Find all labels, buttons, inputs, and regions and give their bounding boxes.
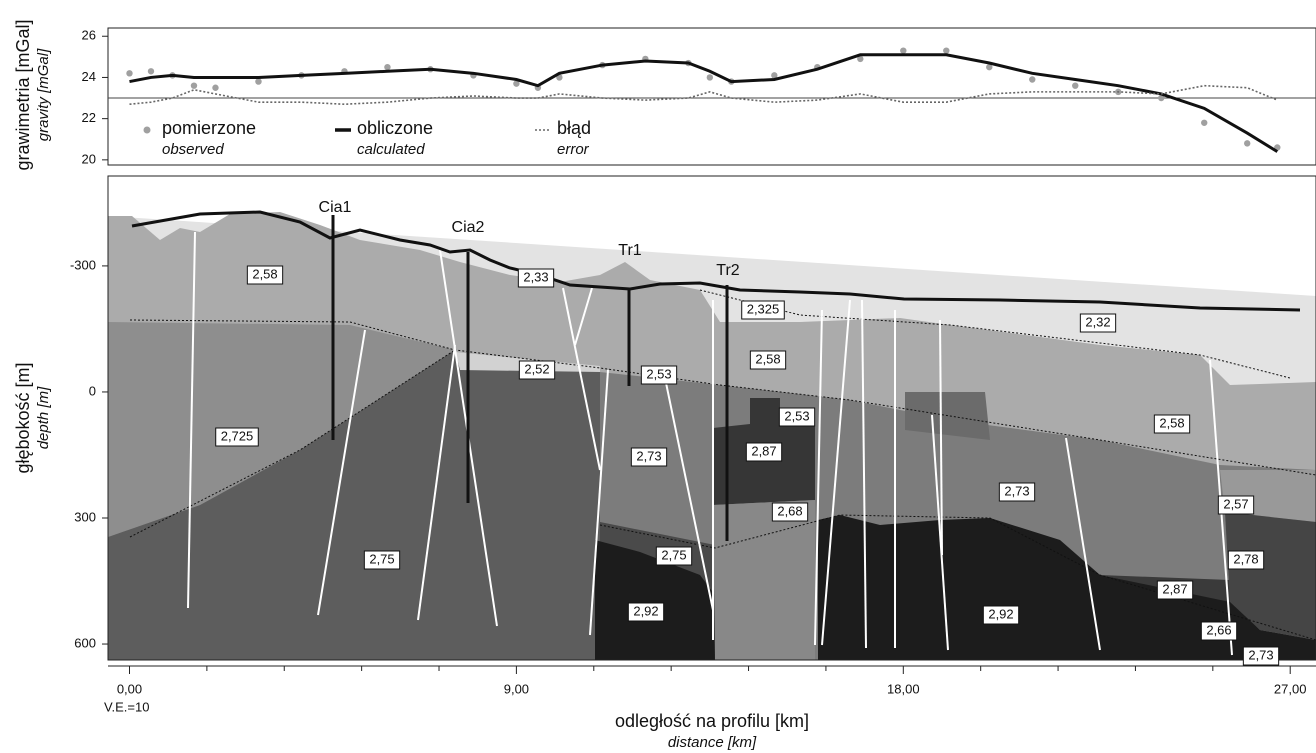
legend-label: błąd: [557, 118, 591, 138]
y-tick-label: 20: [82, 151, 96, 166]
density-label: 2,87: [1162, 581, 1187, 596]
well-label: Cia1: [319, 199, 352, 216]
legend-label-en: error: [557, 141, 590, 158]
observed-point: [255, 78, 261, 84]
density-label: 2,32: [1085, 314, 1110, 329]
density-label: 2,58: [252, 266, 277, 281]
x-tick-label: 0,00: [117, 681, 142, 696]
y-tick-label: 300: [74, 509, 96, 524]
figure: grawimetria [mGal] gravity [mGal] głębok…: [0, 0, 1316, 753]
y-axis-label-en: depth [m]: [35, 386, 52, 449]
density-label: 2,92: [988, 606, 1013, 621]
gravity-frame: [108, 28, 1316, 165]
vertical-exaggeration: V.E.=10: [104, 699, 149, 714]
density-label: 2,53: [784, 408, 809, 423]
y-tick-label: -300: [70, 257, 96, 272]
density-label: 2,75: [661, 547, 686, 562]
observed-point: [384, 64, 390, 70]
y-axis-label: głębokość [m]: [13, 362, 33, 473]
y-tick-label: 22: [82, 110, 96, 125]
x-axis-label: odległość na profilu [km]: [615, 711, 809, 731]
density-label: 2,92: [633, 603, 658, 618]
observed-point: [1201, 120, 1207, 126]
density-label: 2,75: [369, 551, 394, 566]
well-label: Cia2: [452, 219, 485, 236]
density-label: 2,58: [1159, 415, 1184, 430]
legend-label: pomierzone: [162, 118, 256, 138]
x-tick-label: 27,00: [1274, 681, 1307, 696]
x-tick-label: 18,00: [887, 681, 920, 696]
y-axis-label: grawimetria [mGal]: [13, 19, 33, 170]
density-label: 2,73: [1004, 483, 1029, 498]
observed-point: [943, 47, 949, 53]
density-label: 2,78: [1233, 551, 1258, 566]
well-label: Tr2: [716, 262, 740, 279]
legend-label-en: observed: [162, 141, 224, 158]
observed-point: [191, 82, 197, 88]
density-label: 2,33: [523, 269, 548, 284]
density-label: 2,58: [755, 351, 780, 366]
y-tick-label: 24: [82, 69, 96, 84]
density-label: 2,57: [1223, 496, 1248, 511]
legend-marker: [144, 127, 151, 134]
legend-label-en: calculated: [357, 141, 425, 158]
y-tick-label: 26: [82, 28, 96, 43]
observed-point: [707, 74, 713, 80]
observed-point: [148, 68, 154, 74]
observed-point: [212, 85, 218, 91]
density-label: 2,68: [777, 503, 802, 518]
density-label: 2,73: [636, 448, 661, 463]
x-axis-label-en: distance [km]: [668, 734, 757, 751]
y-tick-label: 0: [89, 383, 96, 398]
observed-point: [900, 47, 906, 53]
observed-point: [1244, 140, 1250, 146]
y-tick-label: 600: [74, 635, 96, 650]
density-label: 2,53: [646, 366, 671, 381]
y-axis-label-en: gravity [mGal]: [35, 48, 52, 141]
error-line: [129, 86, 1277, 105]
well-label: Tr1: [618, 242, 642, 259]
observed-point: [1029, 76, 1035, 82]
density-label: 2,66: [1206, 622, 1231, 637]
calculated-line: [129, 55, 1277, 152]
observed-point: [1072, 82, 1078, 88]
density-label: 2,73: [1248, 647, 1273, 662]
density-label: 2,725: [221, 428, 254, 443]
density-label: 2,87: [751, 443, 776, 458]
legend-label: obliczone: [357, 118, 433, 138]
x-tick-label: 9,00: [504, 681, 529, 696]
density-label: 2,325: [747, 301, 780, 316]
density-label: 2,52: [524, 361, 549, 376]
observed-point: [126, 70, 132, 76]
